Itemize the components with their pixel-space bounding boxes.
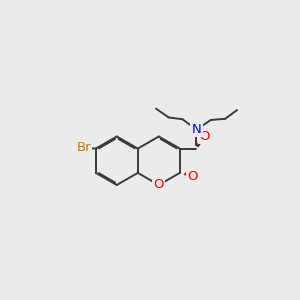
Text: N: N (192, 123, 201, 136)
Text: O: O (154, 178, 164, 191)
Text: Br: Br (76, 141, 91, 154)
Text: O: O (187, 170, 198, 183)
Text: O: O (199, 130, 210, 143)
